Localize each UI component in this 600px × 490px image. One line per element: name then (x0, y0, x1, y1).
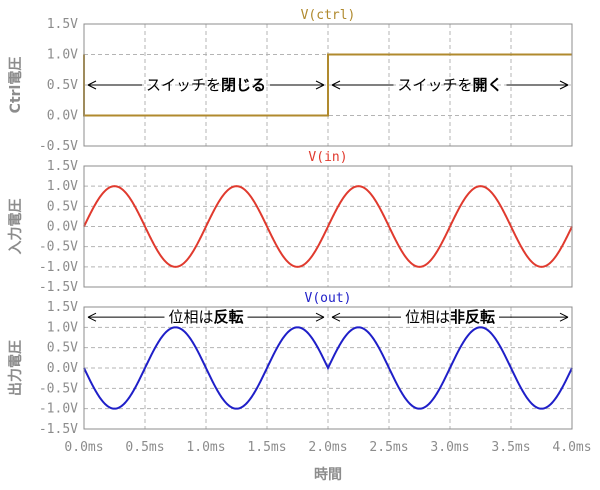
y-axis-label: 出力電圧 (7, 340, 24, 396)
panel-title: V(in) (308, 150, 347, 165)
x-tick-label: 0.5ms (125, 440, 164, 455)
x-tick-label: 1.5ms (247, 440, 286, 455)
y-tick-label: 1.5V (47, 17, 78, 32)
y-tick-label: 1.0V (47, 48, 78, 63)
y-tick-label: 0.5V (47, 78, 78, 93)
plot-frame (83, 165, 573, 288)
panel-1: 1.5V 1.0V 0.5V 0.0V -0.5V Ctrl電圧 V(ctrl) スイッチを閉… (7, 8, 573, 154)
panel-3: 1.5V 1.0V 0.5V 0.0V -0.5V -1.0V -1.5V 出力電圧 V(out… (7, 291, 573, 437)
arrow-right-head (315, 312, 325, 322)
annotation: スイッチを閉じる (87, 76, 325, 94)
y-tick-label: -0.5V (39, 240, 78, 255)
y-tick-label: 0.5V (47, 341, 78, 356)
panel-2: 1.5V 1.0V 0.5V 0.0V -0.5V -1.0V -1.5V 入力電圧 V(in) (7, 150, 573, 295)
y-tick-label: 1.5V (47, 159, 78, 174)
annotation: 位相は反転 (87, 308, 325, 326)
annotation-label: 位相は非反転 (405, 308, 495, 326)
arrow-right-head (559, 80, 569, 90)
y-tick-label: 1.0V (47, 179, 78, 194)
y-tick-label: 0.5V (47, 199, 78, 214)
grid (84, 166, 572, 287)
annotation-label: スイッチを閉じる (146, 76, 266, 94)
y-axis-label: Ctrl電圧 (7, 57, 24, 114)
y-tick-label: 1.0V (47, 320, 78, 335)
plot-frame (83, 306, 573, 430)
y-axis-label: 入力電圧 (7, 199, 24, 255)
x-tick-label: 3.0ms (430, 440, 469, 455)
series-line (83, 326, 573, 410)
y-tick-label: -1.5V (39, 280, 78, 295)
annotation-label: スイッチを開く (397, 76, 502, 94)
y-tick-label: 0.0V (47, 220, 78, 235)
arrow-right-head (315, 80, 325, 90)
y-tick-label: -1.0V (39, 260, 78, 275)
annotation-label: 位相は反転 (168, 308, 243, 326)
panel-title: V(out) (305, 291, 352, 306)
y-tick-label: -1.0V (39, 402, 78, 417)
y-tick-label: -0.5V (39, 139, 78, 154)
arrow-left-head (87, 80, 97, 90)
x-tick-label: 3.5ms (491, 440, 530, 455)
y-tick-label: -0.5V (39, 381, 78, 396)
x-axis-label: 時間 (314, 466, 342, 483)
grid (84, 307, 572, 429)
y-tick-label: 0.0V (47, 109, 78, 124)
x-tick-label: 1.0ms (186, 440, 225, 455)
y-tick-label: -1.5V (39, 422, 78, 437)
panel-title: V(ctrl) (301, 8, 356, 23)
annotation: 位相は非反転 (331, 308, 569, 326)
x-tick-label: 4.0ms (552, 440, 591, 455)
series-line (83, 185, 573, 268)
x-tick-label: 2.5ms (369, 440, 408, 455)
arrow-left-head (331, 80, 341, 90)
arrow-right-head (559, 312, 569, 322)
y-tick-label: 0.0V (47, 361, 78, 376)
x-tick-label: 2.0ms (308, 440, 347, 455)
x-tick-label: 0.0ms (64, 440, 103, 455)
arrow-left-head (331, 312, 341, 322)
y-tick-label: 1.5V (47, 300, 78, 315)
annotation: スイッチを開く (331, 76, 569, 94)
plot-frame (83, 23, 573, 147)
arrow-left-head (87, 312, 97, 322)
